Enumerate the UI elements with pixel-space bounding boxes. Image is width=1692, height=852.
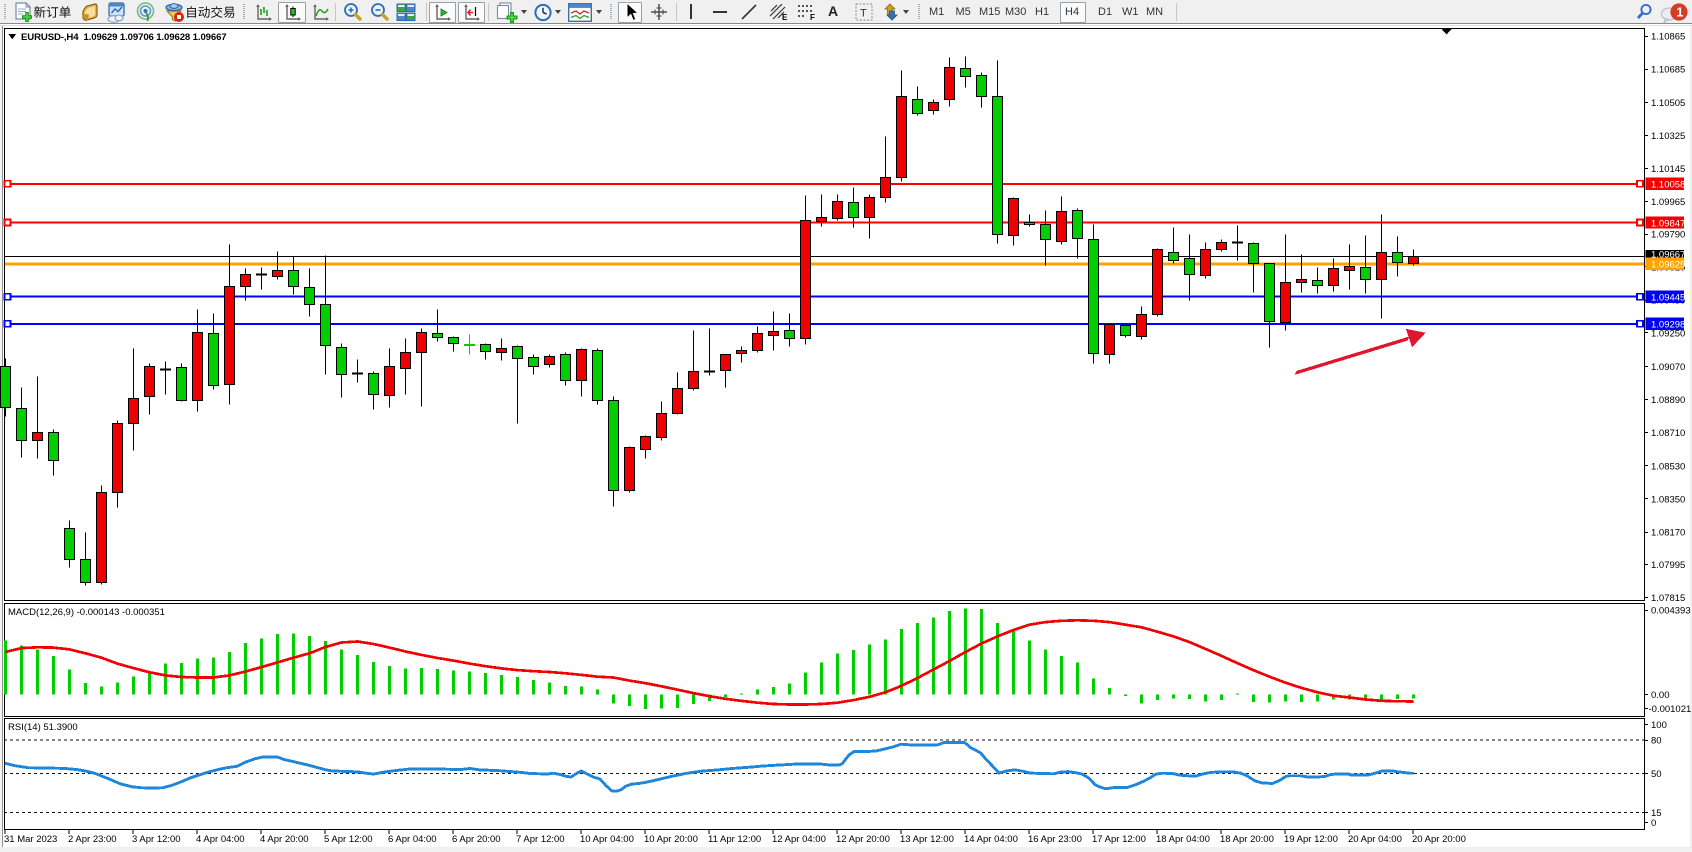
svg-text:6 Apr 04:00: 6 Apr 04:00 <box>388 834 437 845</box>
svg-text:12 Apr 04:00: 12 Apr 04:00 <box>772 834 826 845</box>
svg-text:80: 80 <box>1651 736 1662 747</box>
svg-text:19 Apr 12:00: 19 Apr 12:00 <box>1284 834 1338 845</box>
svg-text:5 Apr 12:00: 5 Apr 12:00 <box>324 834 373 845</box>
svg-text:18 Apr 20:00: 18 Apr 20:00 <box>1220 834 1274 845</box>
svg-text:1.08350: 1.08350 <box>1651 494 1685 505</box>
svg-text:1.10865: 1.10865 <box>1651 32 1685 43</box>
svg-text:31 Mar 2023: 31 Mar 2023 <box>4 834 57 845</box>
svg-text:11 Apr 12:00: 11 Apr 12:00 <box>708 834 761 845</box>
svg-text:6 Apr 20:00: 6 Apr 20:00 <box>452 834 501 845</box>
svg-text:20 Apr 04:00: 20 Apr 04:00 <box>1348 834 1402 845</box>
svg-text:4 Apr 04:00: 4 Apr 04:00 <box>196 834 245 845</box>
svg-text:2 Apr 23:00: 2 Apr 23:00 <box>68 834 117 845</box>
svg-text:0.00: 0.00 <box>1651 690 1670 701</box>
svg-text:1.10685: 1.10685 <box>1651 65 1685 76</box>
svg-text:4 Apr 20:00: 4 Apr 20:00 <box>260 834 309 845</box>
svg-text:-0.001021: -0.001021 <box>1649 704 1692 715</box>
svg-text:3 Apr 12:00: 3 Apr 12:00 <box>132 834 181 845</box>
svg-text:1.09847: 1.09847 <box>1651 218 1685 229</box>
svg-text:1.09625: 1.09625 <box>1651 259 1685 270</box>
svg-text:1.09667: 1.09667 <box>1651 250 1685 261</box>
svg-text:10 Apr 04:00: 10 Apr 04:00 <box>580 834 634 845</box>
svg-text:1.08710: 1.08710 <box>1651 428 1685 439</box>
svg-text:EURUSD-,H4 1.09629 1.09706 1.: EURUSD-,H4 1.09629 1.09706 1.09628 1.096… <box>21 32 227 43</box>
svg-text:RSI(14) 51.3900: RSI(14) 51.3900 <box>8 722 78 733</box>
svg-text:1.10325: 1.10325 <box>1651 131 1685 142</box>
svg-text:0.004393: 0.004393 <box>1651 606 1691 617</box>
svg-text:0: 0 <box>1651 818 1656 829</box>
svg-text:12 Apr 20:00: 12 Apr 20:00 <box>836 834 890 845</box>
svg-text:1.08530: 1.08530 <box>1651 461 1685 472</box>
svg-text:1.07995: 1.07995 <box>1651 560 1685 571</box>
svg-text:1.09070: 1.09070 <box>1651 362 1685 373</box>
svg-text:1.10058: 1.10058 <box>1651 180 1685 191</box>
svg-text:F: F <box>810 13 815 22</box>
svg-text:E: E <box>782 13 788 22</box>
svg-text:18 Apr 04:00: 18 Apr 04:00 <box>1156 834 1210 845</box>
svg-text:17 Apr 12:00: 17 Apr 12:00 <box>1092 834 1146 845</box>
svg-text:1: 1 <box>1676 4 1683 19</box>
svg-text:16 Apr 23:00: 16 Apr 23:00 <box>1028 834 1082 845</box>
svg-text:100: 100 <box>1651 720 1667 731</box>
svg-text:1.07815: 1.07815 <box>1651 593 1685 604</box>
svg-text:1.08170: 1.08170 <box>1651 528 1685 539</box>
svg-text:1.09250: 1.09250 <box>1651 328 1685 339</box>
svg-text:1.09445: 1.09445 <box>1651 292 1685 303</box>
svg-text:1.09298: 1.09298 <box>1651 320 1685 331</box>
svg-text:1.09965: 1.09965 <box>1651 197 1685 208</box>
svg-text:13 Apr 12:00: 13 Apr 12:00 <box>900 834 954 845</box>
svg-text:T: T <box>860 8 867 20</box>
svg-text:MACD(12,26,9) -0.000143 -0.000: MACD(12,26,9) -0.000143 -0.000351 <box>8 607 165 618</box>
svg-text:1.09790: 1.09790 <box>1651 230 1685 241</box>
svg-text:20 Apr 20:00: 20 Apr 20:00 <box>1412 834 1466 845</box>
svg-text:7 Apr 12:00: 7 Apr 12:00 <box>516 834 565 845</box>
svg-text:1.08890: 1.08890 <box>1651 395 1685 406</box>
svg-text:1.10505: 1.10505 <box>1651 98 1685 109</box>
svg-text:10 Apr 20:00: 10 Apr 20:00 <box>644 834 698 845</box>
svg-text:1.10145: 1.10145 <box>1651 164 1685 175</box>
svg-text:50: 50 <box>1651 769 1662 780</box>
svg-text:15: 15 <box>1651 808 1662 819</box>
svg-text:14 Apr 04:00: 14 Apr 04:00 <box>964 834 1018 845</box>
